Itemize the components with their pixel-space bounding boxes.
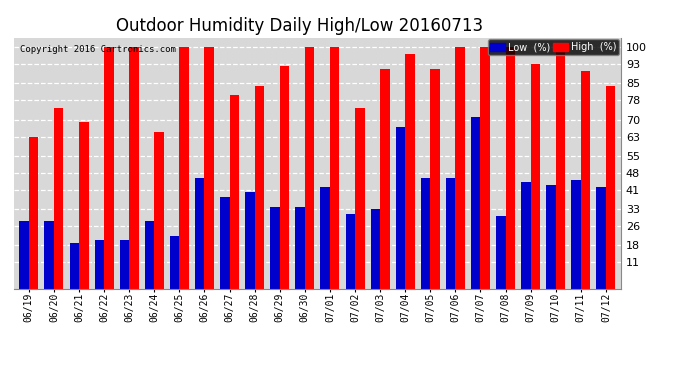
Title: Outdoor Humidity Daily High/Low 20160713: Outdoor Humidity Daily High/Low 20160713: [116, 16, 483, 34]
Bar: [471, 117, 480, 289]
Bar: [295, 207, 305, 289]
Bar: [555, 47, 565, 289]
Bar: [195, 178, 204, 289]
Bar: [571, 180, 581, 289]
Bar: [446, 178, 455, 289]
Bar: [421, 178, 431, 289]
Bar: [380, 69, 390, 289]
Bar: [431, 69, 440, 289]
Bar: [204, 47, 214, 289]
Bar: [371, 209, 380, 289]
Bar: [546, 185, 555, 289]
Bar: [455, 47, 465, 289]
Bar: [405, 54, 415, 289]
Bar: [596, 187, 606, 289]
Bar: [279, 66, 289, 289]
Bar: [179, 47, 189, 289]
Bar: [29, 136, 39, 289]
Bar: [305, 47, 315, 289]
Bar: [54, 108, 63, 289]
Text: Copyright 2016 Cartronics.com: Copyright 2016 Cartronics.com: [20, 45, 176, 54]
Bar: [581, 71, 591, 289]
Bar: [395, 127, 405, 289]
Legend: Low  (%), High  (%): Low (%), High (%): [488, 39, 619, 55]
Bar: [145, 221, 155, 289]
Bar: [496, 216, 506, 289]
Bar: [531, 64, 540, 289]
Bar: [355, 108, 364, 289]
Bar: [245, 192, 255, 289]
Bar: [521, 183, 531, 289]
Bar: [44, 221, 54, 289]
Bar: [330, 47, 339, 289]
Bar: [79, 122, 88, 289]
Bar: [230, 96, 239, 289]
Bar: [320, 187, 330, 289]
Bar: [104, 47, 114, 289]
Bar: [606, 86, 615, 289]
Bar: [119, 240, 129, 289]
Bar: [129, 47, 139, 289]
Bar: [70, 243, 79, 289]
Bar: [346, 214, 355, 289]
Bar: [480, 47, 490, 289]
Bar: [19, 221, 29, 289]
Bar: [270, 207, 279, 289]
Bar: [155, 132, 164, 289]
Bar: [506, 47, 515, 289]
Bar: [255, 86, 264, 289]
Bar: [220, 197, 230, 289]
Bar: [170, 236, 179, 289]
Bar: [95, 240, 104, 289]
